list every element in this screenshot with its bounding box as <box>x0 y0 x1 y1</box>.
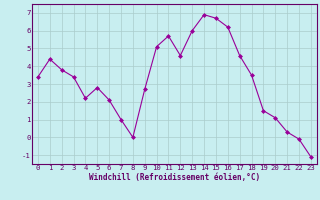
X-axis label: Windchill (Refroidissement éolien,°C): Windchill (Refroidissement éolien,°C) <box>89 173 260 182</box>
